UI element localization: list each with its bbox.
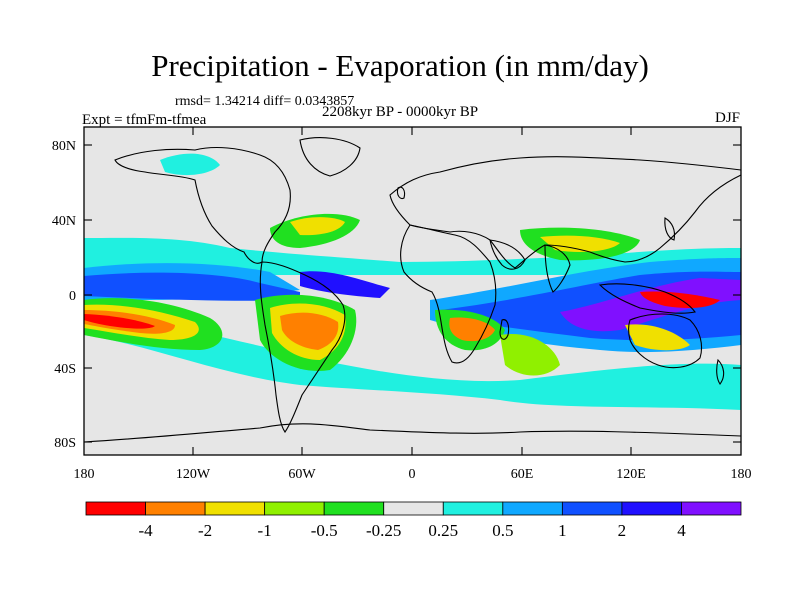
lon-tick-label: 60W (288, 467, 316, 482)
field-purple-maritime (560, 278, 741, 332)
field-green-africa-south (500, 334, 560, 376)
colorbar-label: -0.25 (366, 521, 401, 540)
field-cyan-south-pacific (84, 300, 741, 410)
colorbar-swatch (681, 501, 742, 516)
colorbar-label: -0.5 (311, 521, 338, 540)
coast-greenland (299, 137, 361, 177)
lon-tick-label: 0 (409, 467, 416, 482)
lat-tick-label: 80N (52, 139, 76, 154)
coast-north-america (114, 146, 291, 264)
lat-tick-label: 40S (54, 362, 76, 377)
coastlines (84, 137, 741, 443)
coast-new-zealand (716, 358, 725, 385)
colorbar (85, 501, 742, 516)
coast-japan (664, 217, 676, 241)
stats-label: rmsd= 1.34214 diff= 0.0343857 (175, 94, 355, 109)
colorbar-label: 0.25 (428, 521, 458, 540)
map-title: Precipitation - Evaporation (in mm/day) (151, 48, 649, 83)
colorbar-swatch (621, 501, 682, 516)
experiment-label: Expt = tfmFm-tfmea (82, 112, 207, 128)
lon-tick-labels: 180 120W 60W 0 60E 120E 180 (74, 467, 752, 482)
colorbar-labels: -4 -2 -1 -0.5 -0.25 0.25 0.5 1 2 4 (138, 521, 686, 540)
field-cyan-alaska (160, 153, 220, 176)
colorbar-swatch (502, 501, 563, 516)
lat-tick-label: 0 (69, 289, 76, 304)
field-blue-pacific (84, 272, 300, 301)
colorbar-swatch (204, 501, 266, 516)
colorbar-swatch (264, 501, 325, 516)
colorbar-label: 4 (677, 521, 686, 540)
field-yellow-asia (540, 235, 620, 252)
field-red-pacific (84, 314, 155, 329)
lon-tick-label: 180 (74, 467, 95, 482)
field-yellow-australia (625, 324, 690, 351)
field-cyan-north-tropics (84, 237, 741, 275)
coast-africa (400, 224, 497, 364)
map-ticks (84, 127, 741, 455)
colorbar-swatch (383, 501, 444, 516)
lon-tick-label: 120W (176, 467, 211, 482)
coast-europe-asia (389, 156, 741, 269)
lon-tick-label: 120E (616, 467, 646, 482)
colorbar-label: -4 (138, 521, 153, 540)
lat-tick-label: 40N (52, 214, 76, 229)
coast-madagascar (499, 319, 510, 340)
lon-tick-label: 60E (511, 467, 534, 482)
colorbar-label: -1 (258, 521, 272, 540)
colorbar-swatch (85, 501, 146, 516)
coast-antarctica (84, 423, 741, 443)
lon-tick-label: 180 (731, 467, 752, 482)
coast-arabia (489, 239, 526, 270)
lat-tick-label: 80S (54, 436, 76, 451)
field-purple-atlantic (300, 271, 390, 298)
coast-indonesia (598, 283, 696, 314)
colorbar-swatch (145, 501, 206, 516)
season-label: DJF (714, 110, 740, 126)
field-layer (84, 153, 741, 410)
colorbar-label: 2 (618, 521, 627, 540)
coast-india (544, 244, 571, 293)
colorbar-swatch (561, 501, 623, 516)
period-label: 2208kyr BP - 0000kyr BP (322, 104, 479, 120)
map-panel (83, 126, 742, 456)
lat-tick-labels: 80N 40N 0 40S 80S (52, 139, 76, 451)
coast-uk (396, 186, 406, 199)
colorbar-label: 0.5 (492, 521, 513, 540)
field-orange-africa (449, 317, 495, 342)
colorbar-swatch (323, 501, 385, 516)
colorbar-swatch (442, 501, 504, 516)
coast-south-america (259, 261, 346, 433)
field-orange-south-america (280, 312, 339, 350)
colorbar-label: 1 (558, 521, 567, 540)
field-yellow-north-atlantic (290, 217, 345, 236)
coast-australia (627, 313, 703, 369)
colorbar-label: -2 (198, 521, 212, 540)
